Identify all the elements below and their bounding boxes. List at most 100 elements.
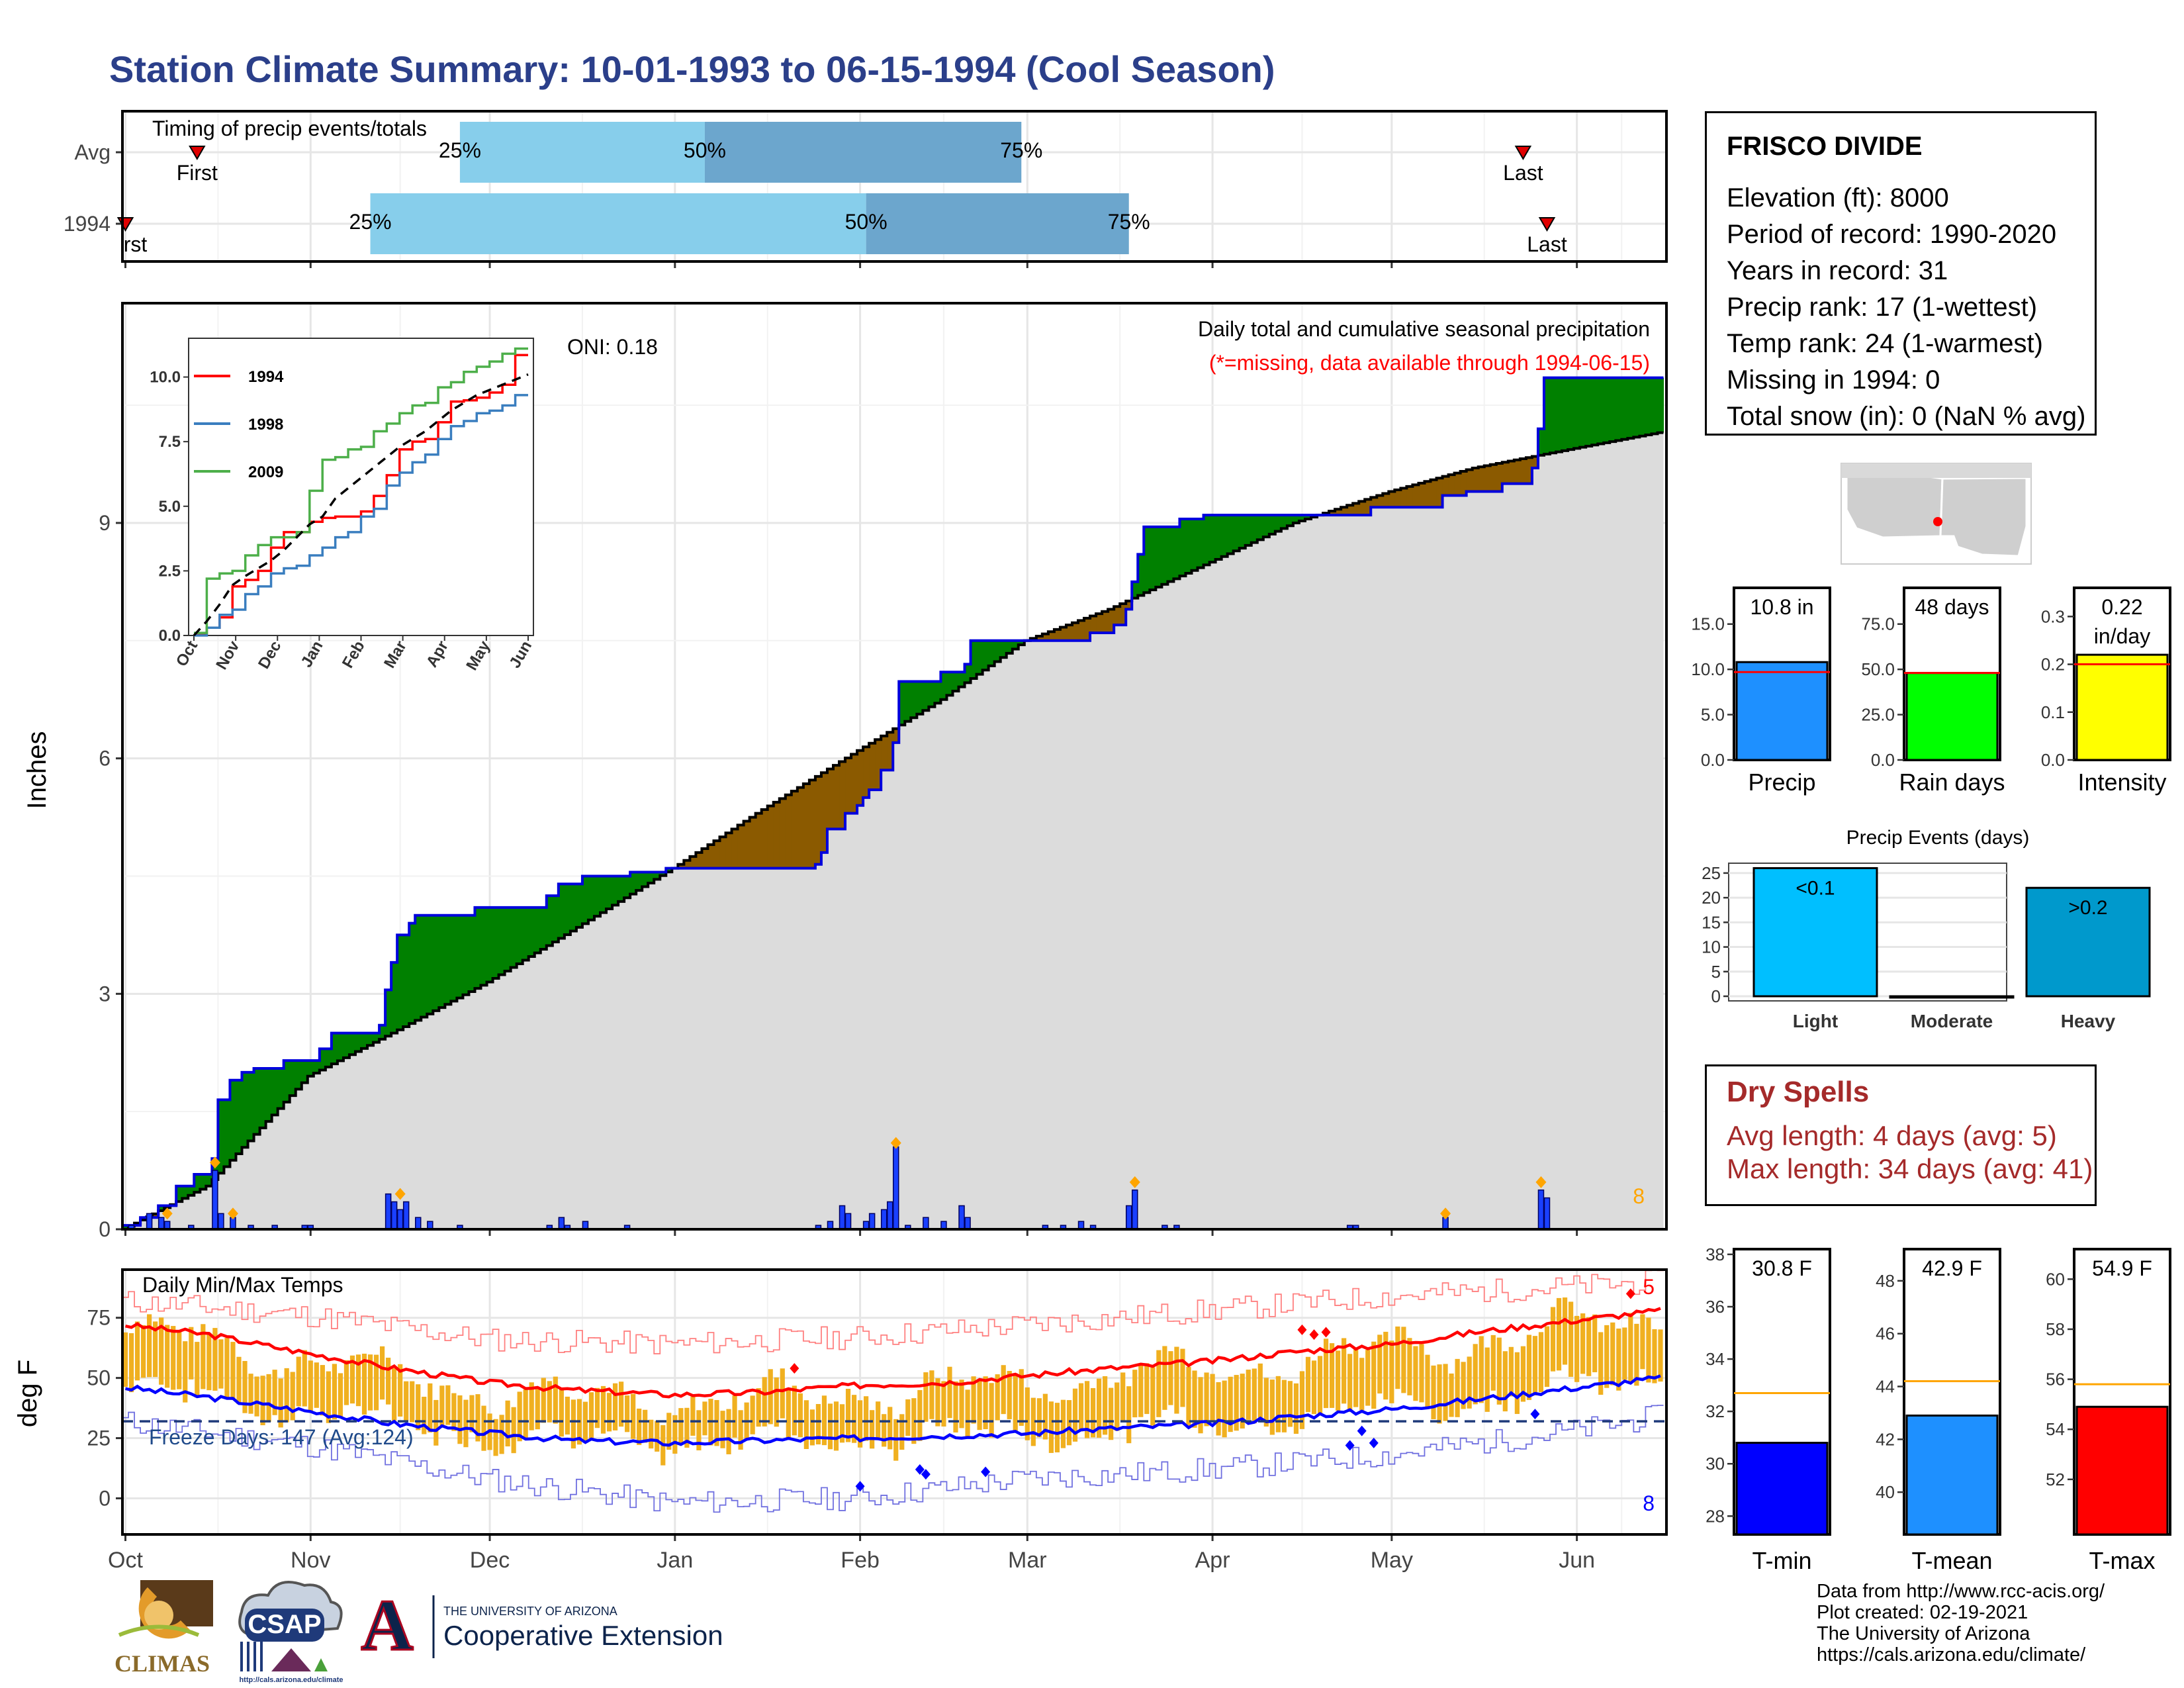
summary-y-tick-label: 0.2	[2041, 655, 2065, 675]
record-high-marker	[790, 1363, 799, 1374]
surplus-area	[182, 1186, 189, 1199]
surplus-area	[970, 640, 978, 679]
daily-temp-range-bar	[332, 1364, 337, 1420]
surplus-area	[1227, 515, 1234, 554]
daily-temp-range-bar	[1532, 1336, 1538, 1396]
credit-line: Data from http://www.rcc-acis.org/	[1817, 1581, 2105, 1602]
record-low-marker	[1369, 1437, 1379, 1448]
daily-temp-range-bar	[983, 1376, 988, 1429]
deficit-area	[1531, 456, 1539, 468]
daily-temp-range-bar	[1610, 1322, 1615, 1385]
daily-temp-range-bar	[1228, 1376, 1233, 1432]
daily-temp-range-bar	[1144, 1363, 1150, 1415]
deficit-area	[863, 747, 870, 798]
daily-temp-range-bar	[1407, 1338, 1412, 1395]
freeze-days-label: Freeze Days: 147 (Avg:124)	[149, 1425, 414, 1449]
surplus-area	[200, 1174, 206, 1190]
surplus-area	[325, 1049, 332, 1067]
surplus-area	[259, 1068, 267, 1128]
daily-temp-range-bar	[392, 1368, 397, 1421]
daily-temp-range-bar	[463, 1399, 469, 1448]
deficit-area	[1365, 499, 1371, 516]
daily-precip-bar	[218, 1213, 224, 1230]
daily-temp-range-bar	[792, 1385, 797, 1436]
daily-temp-range-bar	[1514, 1352, 1520, 1415]
daily-precip-bar	[396, 1209, 404, 1230]
daily-temp-range-bar	[1269, 1380, 1275, 1435]
daily-temp-range-bar	[290, 1372, 295, 1421]
precip-event-bar	[1752, 867, 1878, 998]
daily-temp-range-bar	[953, 1381, 958, 1432]
deficit-area	[1102, 611, 1109, 633]
inset-y-tick-label: 7.5	[159, 433, 181, 451]
precip-panel-frame	[121, 302, 1668, 1231]
surplus-area	[1281, 515, 1288, 529]
daily-temp-range-bar	[379, 1346, 385, 1400]
surplus-area	[236, 1080, 243, 1154]
surplus-area	[564, 884, 571, 935]
surplus-area	[1263, 515, 1270, 538]
average-cumulative-line	[122, 431, 1664, 1231]
deficit-area	[1066, 625, 1073, 641]
temp-y-tick-label: 75	[87, 1306, 111, 1330]
summary-y-tick-label: 42	[1876, 1429, 1895, 1449]
surplus-area	[952, 672, 960, 692]
surplus-area	[492, 907, 500, 979]
daily-temp-range-bar	[457, 1395, 463, 1444]
summary-y-tick-label: 44	[1876, 1377, 1895, 1397]
daily-temp-range-bar	[523, 1389, 528, 1440]
average-cumulative-fill	[122, 432, 1664, 1230]
deficit-area	[749, 817, 756, 868]
daily-temp-range-bar	[1281, 1380, 1287, 1432]
oni-label: ONI: 0.18	[567, 335, 658, 359]
daily-temp-range-bar	[672, 1415, 678, 1454]
timing-q25-label: 25%	[349, 210, 392, 234]
precip-event-bar	[2025, 886, 2151, 998]
daily-temp-range-bar	[1646, 1317, 1651, 1383]
surplus-area	[486, 907, 494, 982]
station-name: FRISCO DIVIDE	[1727, 132, 1923, 161]
month-tick-label: Jan	[657, 1548, 693, 1573]
daily-temp-range-bar	[1097, 1378, 1102, 1438]
daily-temp-range-bar	[505, 1400, 510, 1447]
surplus-area	[1144, 526, 1150, 593]
summary-y-tick-label: 58	[2046, 1319, 2065, 1339]
summary-value-label: 30.8 F	[1752, 1256, 1812, 1280]
daily-temp-range-bar	[195, 1342, 200, 1398]
deficit-area	[725, 833, 733, 868]
deficit-area	[893, 728, 899, 743]
deficit-area	[690, 856, 697, 868]
deficit-area	[1078, 620, 1085, 641]
daily-precip-bar	[893, 1146, 899, 1230]
daily-temp-range-bar	[905, 1399, 911, 1436]
daily-temp-range-bar	[588, 1392, 594, 1439]
temp-y-tick-label: 50	[87, 1366, 111, 1390]
daily-temp-range-bar	[899, 1414, 905, 1450]
deficit-area	[1347, 505, 1353, 516]
avg-min-line	[125, 1374, 1661, 1447]
daily-temp-range-bar	[1234, 1375, 1239, 1431]
surplus-area	[516, 907, 523, 964]
surplus-area	[158, 1205, 165, 1211]
surplus-area	[1179, 519, 1187, 577]
deficit-area	[773, 802, 780, 868]
daily-temp-range-bar	[827, 1403, 833, 1450]
surplus-area	[1132, 581, 1138, 598]
station-info-panel: FRISCO DIVIDE Elevation (ft): 8000 Perio…	[1705, 111, 2097, 436]
surplus-area	[295, 1060, 302, 1090]
dry-spells-panel: Dry Spells Avg length: 4 days (avg: 5) M…	[1705, 1064, 2097, 1206]
record-high-marker	[1297, 1324, 1307, 1335]
deficit-area	[887, 732, 893, 771]
daily-temp-range-bar	[541, 1378, 546, 1423]
surplus-area	[343, 1033, 350, 1058]
surplus-area	[337, 1033, 344, 1061]
daily-temp-range-bar	[1156, 1350, 1161, 1417]
inset-y-tick-label: 0.0	[159, 627, 181, 645]
surplus-area	[558, 884, 565, 939]
daily-temp-range-bar	[1210, 1374, 1215, 1421]
deficit-area	[797, 787, 804, 868]
timing-q75-label: 75%	[1000, 138, 1042, 162]
events-y-tick-label: 10	[1702, 937, 1721, 957]
daily-temp-range-bar	[1336, 1350, 1341, 1411]
summary-axis-label: Precip	[1748, 769, 1815, 796]
